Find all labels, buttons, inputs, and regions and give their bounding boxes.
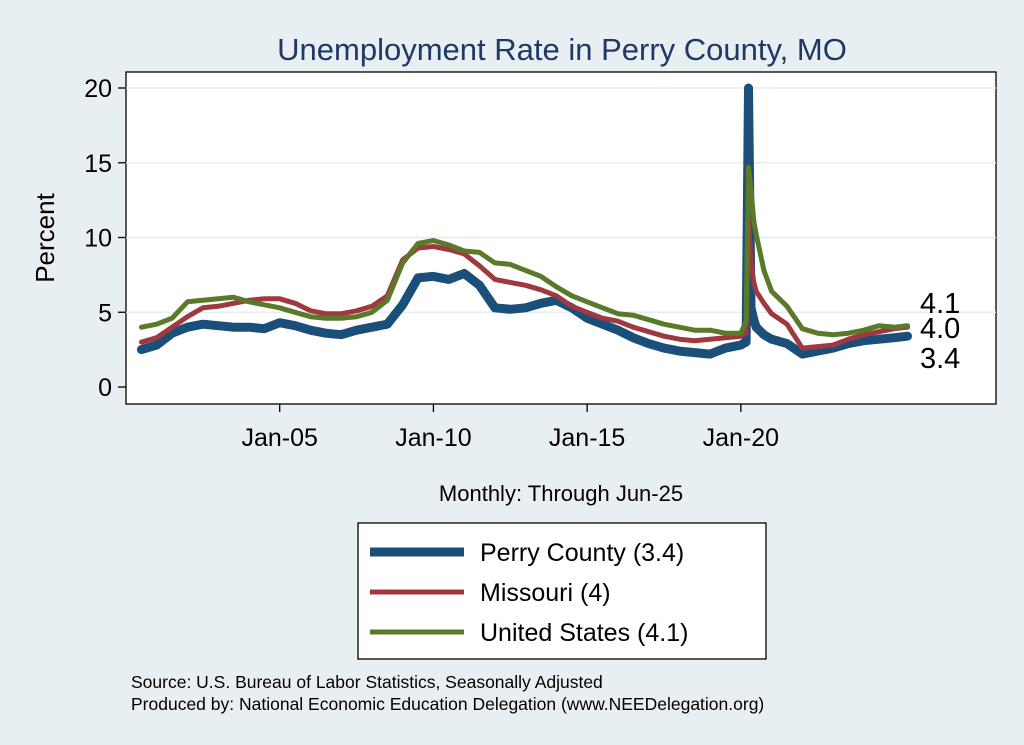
- chart-title: Unemployment Rate in Perry County, MO: [277, 32, 847, 67]
- x-tick-label-Jan-10: Jan-10: [395, 424, 471, 452]
- y-tick-label-15: 15: [84, 150, 112, 178]
- y-tick-label-0: 0: [98, 374, 112, 402]
- y-tick-label-5: 5: [98, 299, 112, 327]
- x-axis: Jan-05 Jan-10 Jan-15 Jan-20: [241, 404, 779, 452]
- series-line-united-states: [138, 164, 910, 338]
- legend-label-missouri: Missouri (4): [480, 579, 611, 607]
- end-label-perry-county: 3.4: [920, 343, 960, 375]
- x-tick-label-Jan-15: Jan-15: [549, 424, 625, 452]
- y-axis: 0 5 10 15 20: [84, 75, 126, 402]
- x-axis-label: Monthly: Through Jun-25: [439, 481, 683, 506]
- end-label-missouri: 4.0: [920, 313, 960, 345]
- produced-by-note: Produced by: National Economic Education…: [131, 694, 764, 714]
- legend: Perry County (3.4) Missouri (4) United S…: [357, 522, 767, 660]
- gridlines: [126, 87, 996, 313]
- end-label-united-states: 4.1: [920, 288, 960, 320]
- legend-label-perry-county: Perry County (3.4): [480, 539, 684, 567]
- legend-label-united-states: United States (4.1): [480, 619, 688, 647]
- x-tick-label-Jan-20: Jan-20: [703, 424, 779, 452]
- series-lines: [136, 83, 912, 359]
- y-tick-label-20: 20: [84, 75, 112, 103]
- x-tick-label-Jan-05: Jan-05: [241, 424, 317, 452]
- source-note: Source: U.S. Bureau of Labor Statistics,…: [131, 672, 603, 692]
- y-axis-label: Percent: [30, 192, 60, 282]
- series-line-missouri: [138, 217, 910, 351]
- end-labels: 3.44.04.1: [920, 288, 960, 375]
- y-tick-label-10: 10: [84, 225, 112, 253]
